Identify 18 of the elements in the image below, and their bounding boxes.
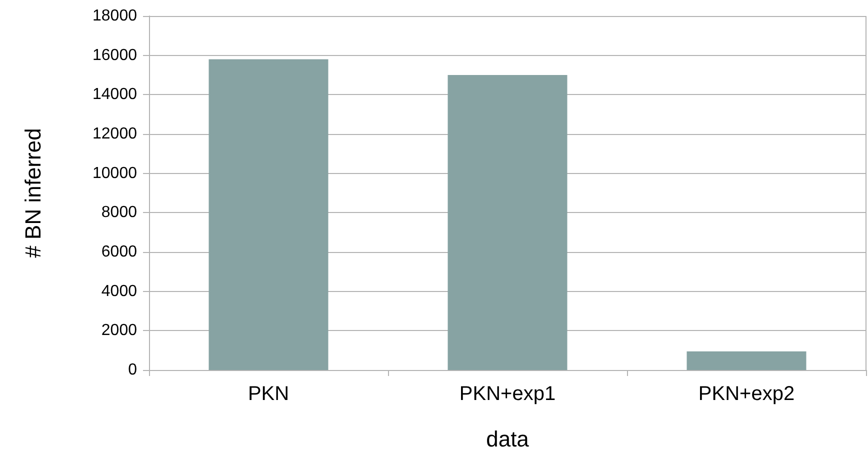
x-axis-title: data — [486, 426, 530, 452]
bar — [208, 59, 328, 370]
x-tick-label: PKN — [248, 383, 290, 405]
y-tick-label: 12000 — [92, 126, 138, 142]
x-tick-label: PKN+exp2 — [698, 383, 795, 405]
y-tick-label: 10000 — [92, 164, 138, 182]
y-tick-label: 2000 — [101, 322, 138, 340]
y-tick-label: 16000 — [92, 46, 138, 64]
y-tick-label: 8000 — [101, 204, 138, 222]
y-tick-label: 4000 — [101, 282, 138, 300]
y-tick-label: 0 — [128, 362, 138, 378]
bar — [686, 351, 806, 370]
y-tick-label: 6000 — [101, 244, 138, 260]
x-tick-label: PKN+exp1 — [459, 383, 556, 405]
y-tick-label: 14000 — [92, 86, 138, 104]
y-axis-title: # BN inferred — [20, 128, 46, 258]
bar — [448, 75, 568, 370]
y-tick-label: 18000 — [92, 8, 138, 24]
